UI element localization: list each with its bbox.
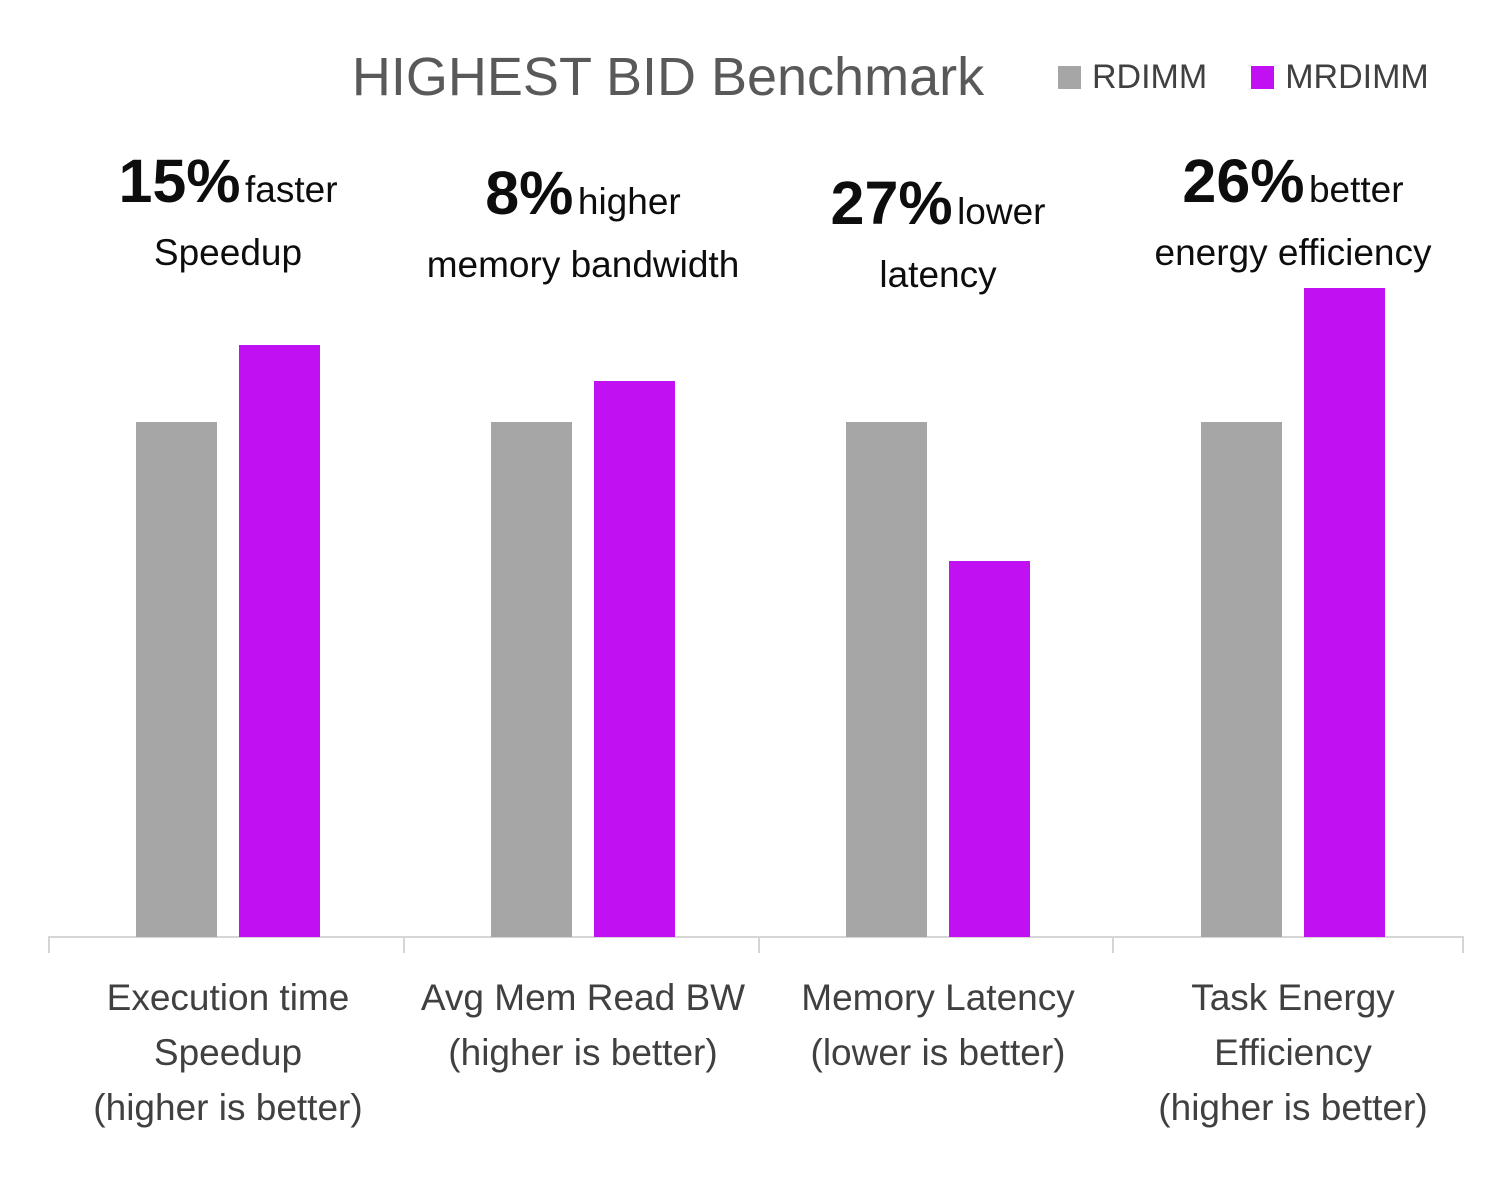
annotation-word: higher [577,181,681,222]
bar-mrdimm-group2 [594,380,675,937]
annotation-line1: 8% higher [368,158,798,228]
bar-rdimm-group4 [1201,422,1282,937]
annotation-word: lower [957,191,1046,232]
legend-label-mrdimm: MRDIMM [1285,58,1429,96]
annotation-percent: 8% [485,159,574,227]
x-axis-line [48,936,1464,938]
x-axis-label-line: Memory Latency [801,977,1075,1018]
annotation-line1: 15% faster [13,146,443,216]
annotation-group4: 26% better energy efficiency [1078,146,1500,274]
bar-rdimm-group2 [491,422,572,937]
x-axis-tick-3 [758,938,760,953]
annotation-line2: latency [879,254,997,295]
legend-item-rdimm: RDIMM [1058,58,1207,97]
annotation-word: better [1308,169,1404,210]
annotation-line2: Speedup [153,232,303,273]
rdimm-swatch-icon [1058,66,1081,89]
chart-title: HIGHEST BID Benchmark [351,47,985,107]
bar-rdimm-group3 [846,422,927,937]
x-axis-label-line: Avg Mem Read BW [420,977,746,1018]
legend-label-rdimm: RDIMM [1092,58,1208,96]
bar-mrdimm-group1 [239,344,320,937]
bar-mrdimm-group4 [1304,288,1385,937]
x-axis-tick-4 [1112,938,1114,953]
annotation-percent: 15% [118,147,241,215]
x-axis-label-line: (lower is better) [810,1032,1066,1073]
annotation-line1: 27% lower [723,168,1153,238]
x-axis-label-line: Speedup [153,1032,303,1073]
annotation-line2: memory bandwidth [426,244,740,285]
x-axis-label-line: Execution time [106,977,350,1018]
x-axis-tick-1 [48,938,50,953]
x-axis-tick-2 [403,938,405,953]
x-axis-label-line: Task Energy [1191,977,1395,1018]
x-axis-label-group4: Task Energy Efficiency (higher is better) [1108,970,1478,1135]
x-axis-label-line: (higher is better) [1158,1087,1428,1128]
x-axis-tick-5 [1462,938,1464,953]
x-axis-label-group2: Avg Mem Read BW (higher is better) [398,970,768,1080]
legend: RDIMM MRDIMM [1058,58,1429,97]
annotation-group3: 27% lower latency [723,168,1153,296]
annotation-percent: 26% [1182,147,1305,215]
x-axis-label-group1: Execution time Speedup (higher is better) [43,970,413,1135]
x-axis-label-line: (higher is better) [448,1032,718,1073]
bar-rdimm-group1 [136,422,217,937]
x-axis-label-group3: Memory Latency (lower is better) [753,970,1123,1080]
annotation-group2: 8% higher memory bandwidth [368,158,798,286]
x-axis-label-line: (higher is better) [93,1087,363,1128]
annotation-line2: energy efficiency [1154,232,1432,273]
bar-mrdimm-group3 [949,561,1030,937]
mrdimm-swatch-icon [1251,66,1275,89]
annotation-group1: 15% faster Speedup [13,146,443,274]
x-axis-label-line: Efficiency [1214,1032,1372,1073]
legend-item-mrdimm: MRDIMM [1251,58,1429,97]
annotation-word: faster [245,169,338,210]
annotation-line1: 26% better [1078,146,1500,216]
annotation-percent: 27% [830,169,953,237]
